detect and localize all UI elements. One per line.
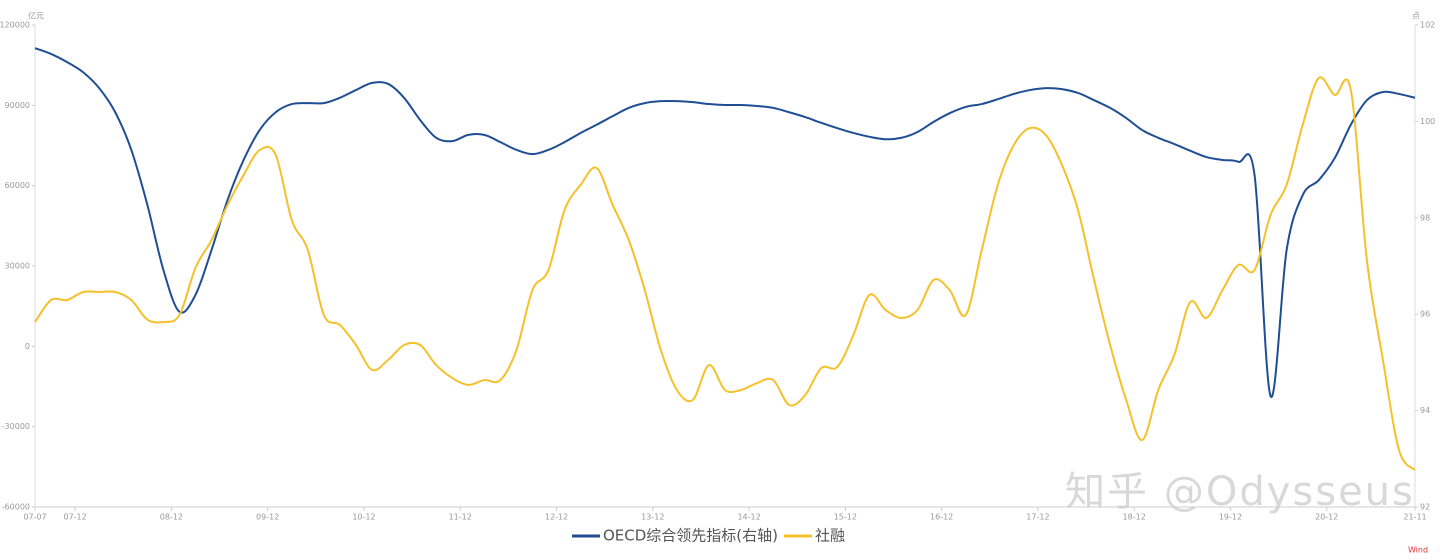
y2-tick-label: 96	[1420, 310, 1430, 319]
x-tick-label: 13-12	[641, 513, 664, 522]
x-tick-label: 10-12	[352, 513, 375, 522]
watermark: 知乎 @Odysseus	[1065, 469, 1415, 515]
x-tick-label: 11-12	[449, 513, 472, 522]
y-tick-label: 60000	[5, 181, 30, 190]
y-tick-label: 120000	[0, 21, 30, 30]
y2-tick-label: 100	[1420, 117, 1435, 126]
y-tick-label: 90000	[5, 101, 30, 110]
x-tick-label: 21-11	[1403, 513, 1426, 522]
x-tick-label: 19-12	[1219, 513, 1242, 522]
x-tick-label: 15-12	[834, 513, 857, 522]
y2-tick-label: 102	[1420, 21, 1435, 30]
y-tick-label: -60000	[2, 503, 30, 512]
legend-label: OECD综合领先指标(右轴)	[603, 527, 778, 545]
y-tick-label: 0	[25, 342, 30, 351]
x-tick-label: 09-12	[256, 513, 279, 522]
y2-tick-label: 92	[1420, 503, 1430, 512]
source: Wind	[1408, 546, 1428, 555]
x-tick-label: 12-12	[545, 513, 568, 522]
x-tick-label: 07-07	[23, 513, 46, 522]
x-tick-label: 16-12	[930, 513, 953, 522]
y2-tick-label: 94	[1420, 406, 1430, 415]
x-tick-label: 08-12	[160, 513, 183, 522]
x-tick-label: 07-12	[63, 513, 86, 522]
y-unit: 亿元	[28, 11, 44, 21]
legend-label: 社融	[815, 527, 845, 545]
y-tick-label: 30000	[5, 262, 30, 271]
y2-tick-label: 98	[1420, 213, 1430, 222]
x-tick-label: 20-12	[1315, 513, 1338, 522]
y-tick-label: -30000	[2, 422, 30, 431]
x-tick-label: 14-12	[737, 513, 760, 522]
y2-unit: 点	[1412, 12, 1420, 21]
x-tick-label: 17-12	[1026, 513, 1049, 522]
series-line	[34, 76, 1416, 471]
series-line	[34, 47, 1416, 398]
x-tick-label: 18-12	[1123, 513, 1146, 522]
